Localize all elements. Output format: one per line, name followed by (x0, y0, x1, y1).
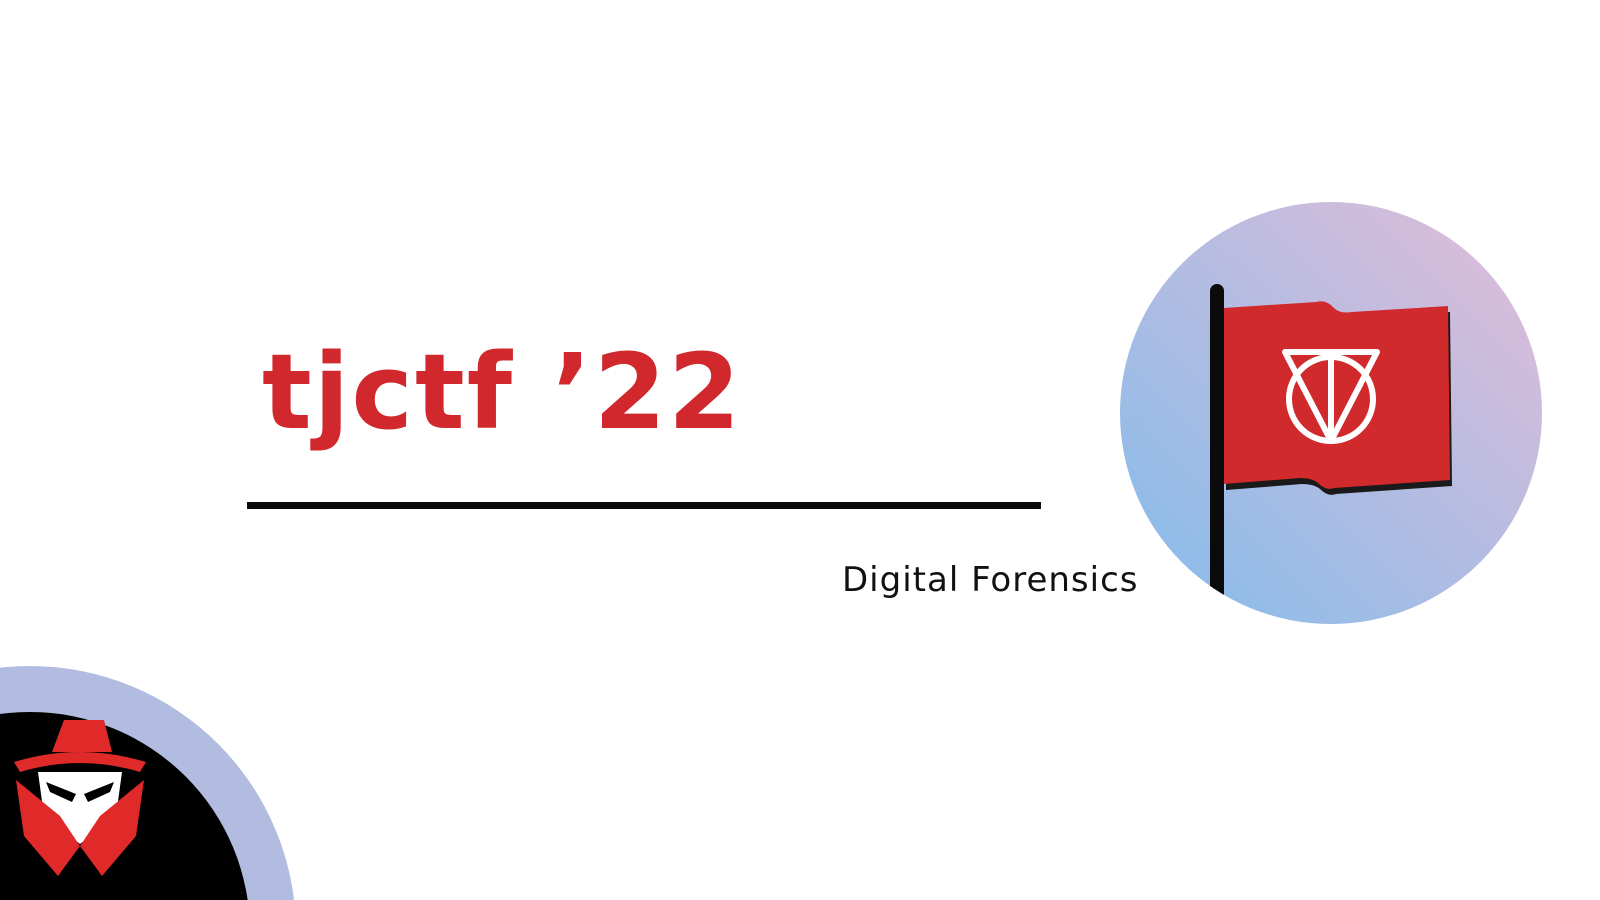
flag-badge (1120, 202, 1542, 624)
hooded-hacker-logo (14, 720, 146, 880)
category-subtitle: Digital Forensics (842, 560, 1139, 600)
triangle-circle-emblem-icon (1282, 349, 1380, 444)
red-flag-icon (1210, 284, 1452, 624)
corner-logo (0, 666, 295, 900)
title-underline (247, 502, 1041, 509)
page-title: tjctf ’22 (262, 331, 743, 453)
